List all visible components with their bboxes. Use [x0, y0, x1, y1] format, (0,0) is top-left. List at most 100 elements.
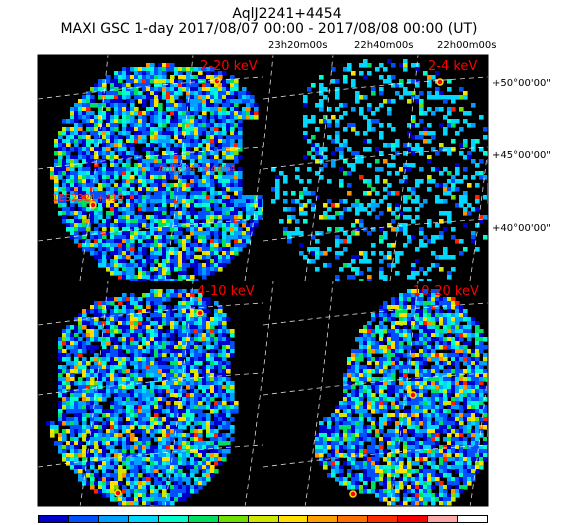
sky-pixel [130, 247, 135, 252]
sky-pixel [66, 171, 71, 176]
sky-pixel [178, 123, 183, 128]
sky-pixel [206, 445, 211, 450]
sky-pixel [62, 219, 67, 224]
sky-pixel [162, 215, 167, 220]
sky-pixel [158, 353, 163, 358]
sky-pixel [94, 235, 99, 240]
sky-pixel [483, 195, 488, 200]
sky-pixel [178, 353, 183, 358]
sky-pixel [443, 373, 448, 378]
sky-pixel [190, 413, 195, 418]
sky-pixel [162, 445, 167, 450]
sky-pixel [182, 289, 187, 294]
sky-pixel [242, 115, 247, 120]
sky-pixel [206, 103, 211, 108]
sky-pixel [102, 155, 107, 160]
sky-pixel [118, 381, 123, 386]
sky-pixel [126, 247, 131, 252]
sky-pixel [210, 135, 215, 140]
sky-pixel [130, 175, 135, 180]
sky-pixel [202, 191, 207, 196]
sky-pixel [234, 179, 239, 184]
sky-pixel [194, 445, 199, 450]
sky-pixel [343, 373, 348, 378]
sky-pixel [222, 357, 227, 362]
sky-pixel [150, 207, 155, 212]
sky-pixel [126, 501, 131, 506]
sky-pixel [110, 313, 115, 318]
sky-pixel [134, 279, 139, 281]
sky-pixel [403, 87, 408, 92]
sky-pixel [443, 199, 448, 204]
sky-pixel [210, 449, 215, 454]
sky-pixel [447, 191, 452, 196]
sky-pixel [142, 231, 147, 236]
sky-pixel [70, 341, 75, 346]
sky-pixel [62, 401, 67, 406]
sky-pixel [367, 275, 372, 280]
sky-pixel [78, 441, 83, 446]
sky-pixel [126, 437, 131, 442]
sky-pixel [74, 119, 79, 124]
sky-pixel [479, 377, 484, 382]
sky-pixel [150, 167, 155, 172]
sky-pixel [226, 441, 231, 446]
sky-pixel [218, 211, 223, 216]
sky-pixel [174, 67, 179, 72]
sky-pixel [399, 349, 404, 354]
sky-pixel [391, 357, 396, 362]
sky-pixel [198, 183, 203, 188]
sky-pixel [399, 381, 404, 386]
sky-pixel [94, 333, 99, 338]
dec-label-2: +45°00'00" [492, 150, 551, 161]
sky-pixel [351, 71, 356, 76]
sky-pixel [222, 179, 227, 184]
sky-pixel [226, 369, 231, 374]
sky-pixel [98, 167, 103, 172]
sky-pixel [146, 215, 151, 220]
sky-pixel [415, 365, 420, 370]
sky-pixel [150, 301, 155, 306]
sky-pixel [218, 87, 223, 92]
sky-pixel [367, 361, 372, 366]
sky-pixel [162, 409, 167, 414]
sky-pixel [383, 305, 388, 310]
sky-pixel [459, 349, 464, 354]
sky-pixel [90, 115, 95, 120]
sky-pixel [158, 437, 163, 442]
sky-pixel [178, 333, 183, 338]
sky-pixel [411, 313, 416, 318]
sky-pixel [86, 143, 91, 148]
sky-pixel [178, 445, 183, 450]
sky-pixel [150, 449, 155, 454]
sky-pixel [182, 151, 187, 156]
sky-pixel [158, 207, 163, 212]
sky-pixel [407, 337, 412, 342]
sky-pixel [166, 131, 171, 136]
sky-pixel [202, 313, 207, 318]
sky-pixel [375, 175, 380, 180]
sky-pixel [379, 337, 384, 342]
sky-pixel [459, 305, 464, 310]
sky-pixel [126, 317, 131, 322]
sky-pixel [459, 107, 464, 112]
sky-pixel [178, 191, 183, 196]
sky-pixel [94, 127, 99, 132]
sky-pixel [339, 103, 344, 108]
sky-pixel [58, 437, 63, 442]
sky-pixel [114, 175, 119, 180]
sky-pixel [98, 381, 103, 386]
sky-pixel [94, 425, 99, 430]
sky-pixel [126, 401, 131, 406]
sky-pixel [106, 429, 111, 434]
sky-pixel [214, 127, 219, 132]
sky-pixel [363, 349, 368, 354]
sky-pixel [355, 337, 360, 342]
sky-pixel [118, 71, 123, 76]
sky-pixel [242, 243, 247, 248]
sky-pixel [202, 405, 207, 410]
sky-pixel [166, 191, 171, 196]
sky-pixel [202, 195, 207, 200]
sky-pixel [218, 171, 223, 176]
sky-pixel [98, 95, 103, 100]
